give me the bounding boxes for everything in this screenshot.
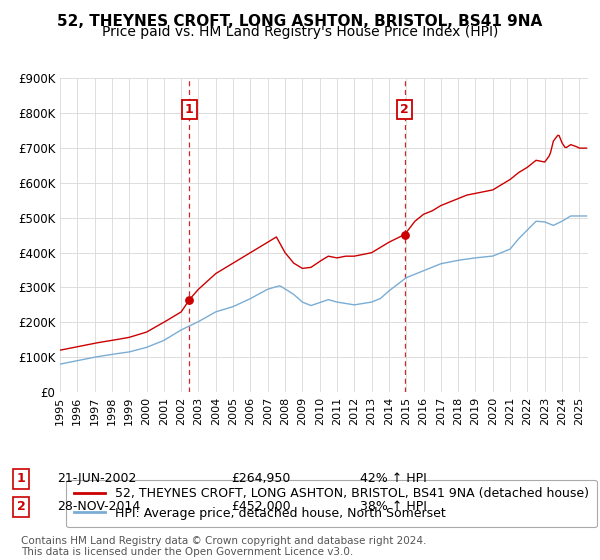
Text: 1: 1 <box>17 472 25 486</box>
Text: Price paid vs. HM Land Registry's House Price Index (HPI): Price paid vs. HM Land Registry's House … <box>102 25 498 39</box>
Text: 2: 2 <box>17 500 25 514</box>
Point <box>400 230 409 239</box>
Text: 42% ↑ HPI: 42% ↑ HPI <box>360 472 427 486</box>
Text: £264,950: £264,950 <box>231 472 290 486</box>
Text: Contains HM Land Registry data © Crown copyright and database right 2024.
This d: Contains HM Land Registry data © Crown c… <box>21 535 427 557</box>
Point <box>185 295 194 304</box>
Text: 2: 2 <box>400 103 409 116</box>
Text: £452,000: £452,000 <box>231 500 290 514</box>
Text: 38% ↑ HPI: 38% ↑ HPI <box>360 500 427 514</box>
Text: 52, THEYNES CROFT, LONG ASHTON, BRISTOL, BS41 9NA: 52, THEYNES CROFT, LONG ASHTON, BRISTOL,… <box>58 14 542 29</box>
Legend: 52, THEYNES CROFT, LONG ASHTON, BRISTOL, BS41 9NA (detached house), HPI: Average: 52, THEYNES CROFT, LONG ASHTON, BRISTOL,… <box>66 480 596 527</box>
Text: 1: 1 <box>185 103 194 116</box>
Text: 21-JUN-2002: 21-JUN-2002 <box>57 472 136 486</box>
Text: 28-NOV-2014: 28-NOV-2014 <box>57 500 140 514</box>
